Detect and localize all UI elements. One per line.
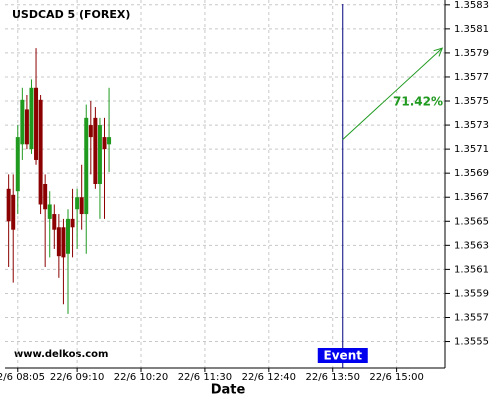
- candle-body: [15, 137, 20, 192]
- y-tick-label: 1.3565: [454, 216, 489, 227]
- arrow-line: [342, 47, 443, 140]
- arrow-label: 71.42%: [393, 95, 443, 109]
- candle-body: [61, 227, 66, 258]
- candle-body: [70, 218, 75, 228]
- candle-body: [34, 87, 39, 160]
- y-tick-label: 1.3581: [454, 24, 489, 35]
- candle-body: [84, 117, 89, 215]
- x-tick-label: 22/6 09:10: [50, 372, 104, 383]
- candle-body: [97, 125, 102, 184]
- candle-body: [43, 184, 48, 210]
- y-tick-label: 1.3573: [454, 120, 489, 131]
- candle-body: [79, 197, 84, 215]
- candle-body: [29, 87, 34, 150]
- candle-body: [38, 99, 43, 205]
- candle-body: [52, 214, 57, 230]
- x-tick-label: 22/6 15:00: [369, 372, 423, 383]
- watermark: www.delkos.com: [14, 349, 108, 360]
- candle-body: [47, 204, 52, 219]
- arrow-head: [433, 47, 444, 57]
- event-label-box: [317, 348, 368, 363]
- x-tick-label: 22/6 12:40: [242, 372, 296, 383]
- chart-title: USDCAD 5 (FOREX): [12, 8, 130, 21]
- candle-body: [107, 137, 112, 145]
- y-tick-label: 1.3577: [454, 72, 489, 83]
- y-tick-label: 1.3569: [454, 168, 489, 179]
- y-tick-label: 1.3557: [454, 312, 489, 323]
- candle-body: [56, 227, 61, 257]
- candle-body: [6, 188, 11, 222]
- x-tick-label: 22/6 13:50: [305, 372, 359, 383]
- y-tick-label: 1.3583: [454, 0, 489, 11]
- candle-body: [102, 137, 107, 150]
- y-tick-label: 1.3559: [454, 288, 489, 299]
- candle-body: [75, 197, 80, 210]
- y-tick-label: 1.3563: [454, 240, 489, 251]
- y-tick-label: 1.3579: [454, 48, 489, 59]
- y-tick-label: 1.3575: [454, 96, 489, 107]
- y-tick-label: 1.3571: [454, 144, 489, 155]
- candle-body: [24, 109, 29, 145]
- x-axis-title: Date: [211, 383, 246, 398]
- candle-body: [11, 194, 16, 230]
- candle-body: [20, 99, 25, 145]
- event-label: Event: [324, 349, 363, 363]
- x-tick-label: 22/6 11:30: [178, 372, 232, 383]
- candle-body: [88, 125, 93, 138]
- y-tick-label: 1.3555: [454, 337, 489, 348]
- y-tick-label: 1.3561: [454, 264, 489, 275]
- y-tick-label: 1.3567: [454, 192, 489, 203]
- x-tick-label: 22/6 10:20: [114, 372, 168, 383]
- candle-body: [65, 218, 70, 254]
- candle-body: [93, 117, 98, 184]
- x-tick-label: 22/6 08:05: [0, 372, 45, 383]
